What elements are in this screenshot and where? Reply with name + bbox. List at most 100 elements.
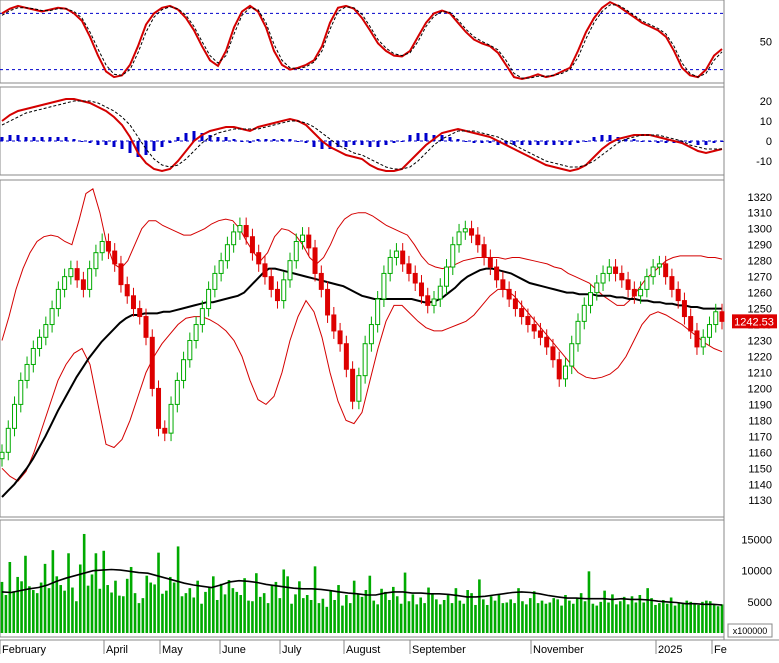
- volume-bar: [219, 583, 223, 633]
- candle-body: [112, 250, 118, 265]
- macd-histogram-bar: [120, 141, 124, 149]
- macd-histogram-bar: [488, 141, 492, 143]
- candle-body: [181, 359, 187, 381]
- volume-bar: [595, 605, 599, 633]
- volume-bar: [685, 600, 689, 633]
- volume-bar: [67, 553, 70, 633]
- macd-histogram-bar: [296, 141, 300, 142]
- volume-bar: [333, 599, 336, 633]
- volume-bar: [454, 588, 458, 633]
- volume-bar: [114, 580, 117, 633]
- volume-average-line: [1, 568, 723, 606]
- macd-histogram-bar: [40, 137, 44, 141]
- volume-bar: [587, 571, 591, 633]
- volume-bar: [309, 599, 313, 633]
- volume-bar: [0, 581, 4, 633]
- macd-histogram-bar: [704, 141, 708, 145]
- macd-histogram-bar: [648, 141, 652, 142]
- volume-bar: [161, 593, 164, 633]
- candle-body: [362, 343, 368, 377]
- price-tick-label: 1130: [748, 495, 772, 507]
- volume-bar: [693, 603, 696, 633]
- x-axis-label: May: [162, 644, 183, 656]
- macd-histogram-bar: [80, 141, 84, 142]
- macd-histogram-bar: [712, 141, 716, 143]
- volume-bar: [575, 597, 579, 633]
- volume-bar: [196, 580, 199, 633]
- candle-body: [231, 231, 237, 246]
- macd-histogram-bar: [624, 139, 628, 141]
- macd-histogram-bar: [256, 139, 260, 141]
- volume-bar: [102, 550, 106, 633]
- candle-body: [12, 403, 18, 429]
- volume-bar: [611, 594, 614, 633]
- volume-bar: [427, 587, 430, 633]
- price-tick-label: 1290: [748, 240, 772, 252]
- volume-bar: [399, 603, 403, 633]
- volume-bar: [86, 585, 90, 633]
- volume-bar: [133, 593, 137, 633]
- volume-bar: [274, 581, 278, 633]
- volume-tick-label: 15000: [741, 535, 772, 547]
- macd-histogram-bar: [288, 139, 292, 141]
- macd-histogram-bar: [320, 141, 324, 149]
- macd-histogram-bar: [144, 141, 148, 155]
- macd-histogram-bar: [448, 137, 452, 141]
- volume-bar: [658, 603, 661, 633]
- volume-bar: [423, 603, 426, 633]
- candle-body: [149, 336, 155, 389]
- volume-bar: [482, 599, 485, 633]
- volume-bar: [513, 603, 516, 633]
- volume-bar: [55, 576, 59, 633]
- candle-body: [600, 272, 606, 284]
- volume-bar: [188, 588, 192, 633]
- volume-bar: [466, 590, 469, 633]
- volume-bar: [677, 602, 681, 633]
- candle-body: [669, 276, 675, 290]
- macd-histogram-bar: [312, 141, 316, 147]
- candle-body: [500, 279, 506, 290]
- macd-series-line: [1, 98, 723, 173]
- macd-histogram-bar: [264, 139, 268, 141]
- volume-bar: [497, 595, 501, 633]
- volume-bar: [536, 603, 540, 633]
- volume-bar: [673, 605, 677, 633]
- volume-bar: [716, 606, 720, 633]
- candle-body: [719, 311, 725, 322]
- candle-body: [268, 276, 274, 290]
- macd-histogram-bar: [416, 133, 420, 141]
- volume-bar: [282, 569, 286, 633]
- candle-body: [124, 284, 130, 297]
- volume-bar: [493, 600, 497, 633]
- candle-body: [80, 279, 86, 290]
- macd-histogram-bar: [552, 141, 556, 145]
- candle-body: [262, 263, 268, 278]
- volume-bar: [8, 561, 12, 633]
- candle-body: [575, 320, 581, 345]
- candle-body: [5, 427, 11, 453]
- candle-body: [337, 330, 343, 345]
- volume-bar: [474, 604, 477, 633]
- macd-histogram-bar: [232, 139, 236, 141]
- macd-histogram-bar: [64, 137, 68, 141]
- volume-bar: [321, 598, 325, 633]
- candle-body: [300, 234, 306, 242]
- macd-histogram-bar: [152, 141, 156, 151]
- price-tick-label: 1270: [748, 272, 772, 284]
- price-tick-label: 1210: [748, 367, 772, 379]
- candle-body: [306, 234, 312, 249]
- oscillator-tick-label: 50: [760, 37, 772, 49]
- volume-bar: [560, 605, 563, 633]
- volume-bar: [681, 603, 685, 633]
- macd-histogram-bar: [200, 133, 204, 141]
- volume-bar: [208, 586, 211, 633]
- volume-bar: [239, 595, 242, 633]
- macd-histogram-bar: [224, 137, 228, 141]
- price-tick-label: 1280: [748, 256, 772, 268]
- price-tick-label: 1150: [748, 463, 772, 475]
- candle-body: [537, 330, 543, 338]
- macd-histogram-bar: [560, 141, 564, 145]
- volume-bar: [43, 563, 47, 633]
- macd-histogram-bar: [656, 141, 660, 143]
- candle-body: [312, 247, 318, 274]
